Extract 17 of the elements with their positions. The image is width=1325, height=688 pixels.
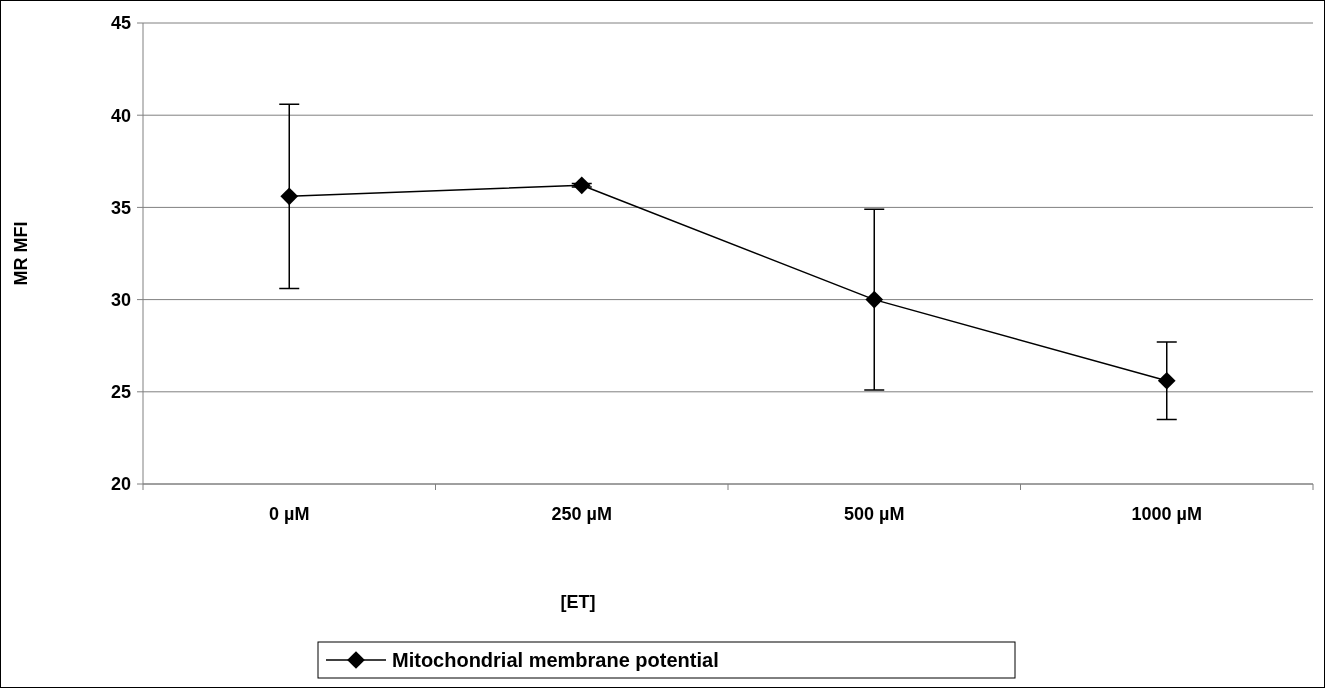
point	[865, 290, 884, 309]
y-tick-label: 25	[110, 382, 131, 403]
point	[572, 176, 591, 195]
point	[1157, 371, 1176, 390]
x-tick-label: 500 µM	[844, 504, 905, 524]
x-axis-title: [ET]	[560, 592, 596, 612]
legend-label: Mitochondrial membrane potential	[392, 649, 719, 671]
x-tick-label: 250 µM	[551, 504, 612, 524]
y-tick-label: 45	[110, 13, 131, 34]
y-tick-label: 40	[110, 105, 131, 126]
x-tick-label: 0 µM	[269, 504, 310, 524]
y-tick-label: 35	[110, 197, 131, 218]
y-tick-label: 30	[110, 289, 131, 310]
x-tick-label: 1000 µM	[1131, 504, 1202, 524]
y-tick-label: 20	[110, 474, 131, 495]
y-axis-title: MR MFI	[11, 221, 31, 286]
point	[280, 187, 299, 206]
